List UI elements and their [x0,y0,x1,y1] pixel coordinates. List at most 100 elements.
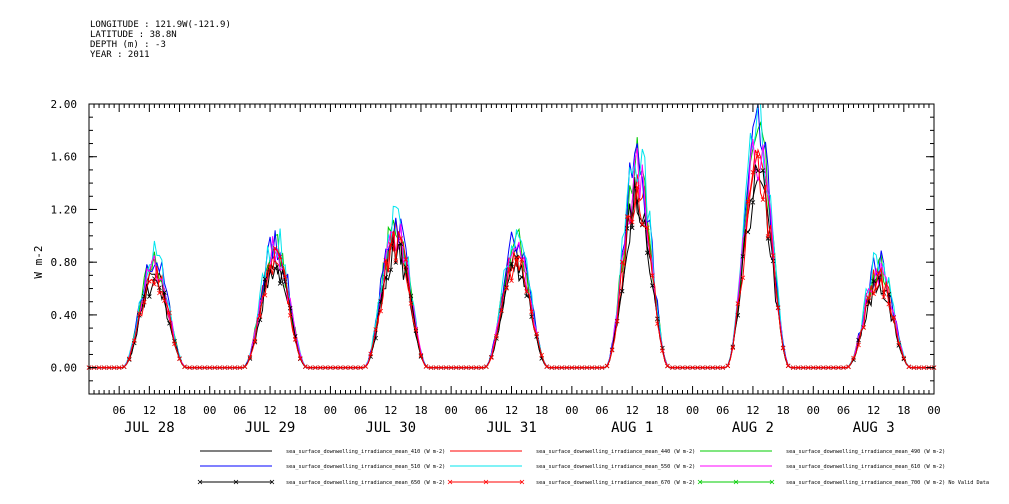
series-line [89,148,934,369]
series-marker [403,257,409,262]
legend-label: sea_surface_downwelling_irradiance_mean_… [786,449,945,455]
y-tick-label: 0.40 [51,309,78,322]
x-hour-label: 06 [113,404,126,417]
series-marker [554,365,560,370]
series-marker [665,363,670,369]
x-hour-label: 12 [867,404,880,417]
series-marker [398,236,404,241]
x-day-label: JUL 30 [365,420,416,436]
series-marker [484,364,489,369]
series-marker [735,301,741,306]
series-marker [96,365,102,370]
series-marker [811,365,816,370]
series-marker [599,365,605,370]
series-marker [499,308,504,313]
x-hour-label: 18 [173,404,186,417]
year-text: YEAR : 2011 [90,50,150,60]
series-marker [846,364,851,370]
series-marker [821,365,826,370]
series-marker [780,345,786,351]
series-marker [685,365,690,370]
series-marker [881,294,886,300]
series-marker [272,246,278,251]
series-marker [121,364,127,370]
legend-marker [519,479,525,485]
series-marker [242,364,248,369]
series-marker [131,338,137,343]
series-marker [544,364,549,369]
series-marker [524,289,529,294]
series-marker [604,363,610,369]
series-marker [383,258,389,263]
x-hour-label: 06 [354,404,367,417]
series-marker [524,293,529,299]
series-marker [760,168,766,173]
series-marker [313,365,318,370]
series-marker [101,365,107,370]
y-tick-label: 1.60 [51,151,78,164]
series-marker [695,365,700,370]
x-hour-label: 00 [807,404,820,417]
x-hour-label: 06 [595,404,608,417]
series-marker [368,351,373,357]
series-marker [328,365,333,370]
series-marker [116,365,122,370]
x-hour-label: 00 [927,404,940,417]
series-marker [836,365,841,370]
series-marker [745,199,751,204]
y-tick-label: 2.00 [51,98,78,111]
series-marker [519,274,524,280]
series-line [89,164,934,369]
latitude-text: LATITUDE : 38.8N [90,30,177,40]
series-marker [262,276,268,282]
series-marker [393,258,399,263]
legend-marker [733,479,739,485]
series-marker [539,352,544,358]
series-marker [262,292,268,298]
series-marker [901,355,907,361]
series-marker [765,234,771,239]
series-marker [750,200,756,205]
series-marker [634,184,640,190]
series-marker [277,281,283,286]
series-marker [162,290,167,295]
series-marker [418,353,424,358]
x-hour-label: 12 [263,404,276,417]
series-marker [152,281,157,287]
x-day-label: AUG 1 [611,420,653,436]
series-marker [614,318,620,324]
series-marker [358,365,363,370]
x-day-label: AUG 2 [732,420,774,436]
series-marker [705,365,710,370]
series-marker [639,222,645,227]
series-line [89,103,934,369]
x-day-label: JUL 29 [245,420,296,436]
series-marker [343,365,348,370]
series-marker [287,313,293,318]
series-marker [323,365,328,370]
series-marker [257,314,263,319]
series-marker [257,317,263,323]
x-day-label: AUG 3 [853,420,895,436]
series-marker [443,365,449,370]
x-day-label: JUL 31 [486,420,537,436]
y-tick-label: 0.80 [51,256,78,269]
series-marker [433,365,439,370]
series-marker [584,365,590,370]
x-hour-label: 00 [203,404,216,417]
legend-label: sea_surface_downwelling_irradiance_mean_… [286,480,445,486]
series-marker [519,257,524,262]
x-hour-label: 06 [475,404,488,417]
series-marker [710,365,715,370]
series-marker [816,365,821,370]
series-marker [700,365,705,370]
y-tick-label: 0.00 [51,362,78,375]
legend-label: sea_surface_downwelling_irradiance_mean_… [536,449,695,455]
series-marker [388,242,394,247]
series-marker [428,365,434,370]
series-marker [378,308,384,314]
longitude-text: LONGITUDE : 121.9W(-121.9) [90,20,231,30]
series-marker [297,356,303,361]
legend-label: sea_surface_downwelling_irradiance_mean_… [786,464,945,470]
series-marker [831,365,836,370]
